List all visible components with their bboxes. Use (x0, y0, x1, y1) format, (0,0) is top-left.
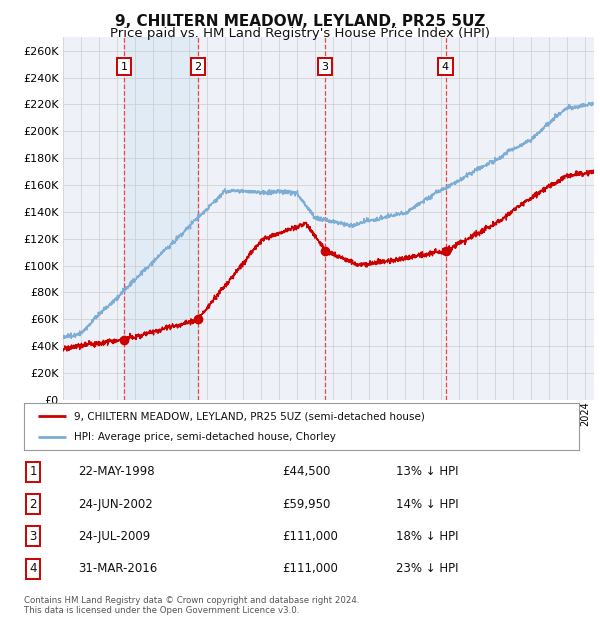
Text: 1: 1 (121, 62, 127, 72)
Text: 2: 2 (194, 62, 201, 72)
Text: Contains HM Land Registry data © Crown copyright and database right 2024.
This d: Contains HM Land Registry data © Crown c… (24, 596, 359, 615)
Bar (124, 37, 197, 400)
Text: 24-JUL-2009: 24-JUL-2009 (78, 530, 150, 543)
Text: 22-MAY-1998: 22-MAY-1998 (78, 466, 155, 479)
Text: £59,950: £59,950 (282, 498, 331, 511)
Text: £111,000: £111,000 (282, 562, 338, 575)
Text: 18% ↓ HPI: 18% ↓ HPI (396, 530, 458, 543)
Text: 9, CHILTERN MEADOW, LEYLAND, PR25 5UZ (semi-detached house): 9, CHILTERN MEADOW, LEYLAND, PR25 5UZ (s… (74, 411, 425, 421)
Text: 4: 4 (29, 562, 37, 575)
Text: 9, CHILTERN MEADOW, LEYLAND, PR25 5UZ: 9, CHILTERN MEADOW, LEYLAND, PR25 5UZ (115, 14, 485, 29)
Text: 24-JUN-2002: 24-JUN-2002 (78, 498, 153, 511)
Text: Price paid vs. HM Land Registry's House Price Index (HPI): Price paid vs. HM Land Registry's House … (110, 27, 490, 40)
Text: £44,500: £44,500 (282, 466, 331, 479)
Text: HPI: Average price, semi-detached house, Chorley: HPI: Average price, semi-detached house,… (74, 432, 336, 443)
Text: 13% ↓ HPI: 13% ↓ HPI (396, 466, 458, 479)
Text: 14% ↓ HPI: 14% ↓ HPI (396, 498, 458, 511)
Text: 4: 4 (442, 62, 449, 72)
Text: 1: 1 (29, 466, 37, 479)
Text: 23% ↓ HPI: 23% ↓ HPI (396, 562, 458, 575)
Text: 3: 3 (29, 530, 37, 543)
Text: 2: 2 (29, 498, 37, 511)
Text: £111,000: £111,000 (282, 530, 338, 543)
Text: 31-MAR-2016: 31-MAR-2016 (78, 562, 157, 575)
Text: 3: 3 (322, 62, 329, 72)
